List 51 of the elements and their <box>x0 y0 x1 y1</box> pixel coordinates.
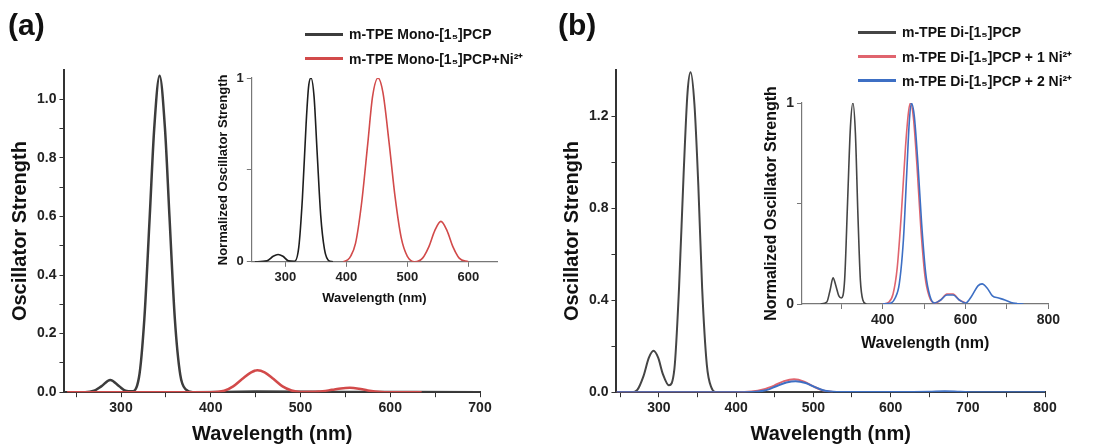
x-tick-label: 300 <box>109 399 133 416</box>
x-tick-label: 600 <box>378 399 403 416</box>
y-tick-label: 0.6 <box>36 207 57 224</box>
legend-label: m-TPE Di-[1₅]PCP + 2 Ni²⁺ <box>902 71 1073 90</box>
y-tick-label: 1.2 <box>588 106 609 123</box>
legend-label: m-TPE Di-[1₅]PCP <box>902 24 1022 40</box>
x-axis-title: Wavelength (nm) <box>750 421 911 444</box>
x-tick-label: 700 <box>956 399 980 416</box>
x-axis-title: Wavelength (nm) <box>192 421 353 444</box>
x-tick-label: 400 <box>335 269 358 285</box>
y-tick-label: 0.8 <box>588 198 609 215</box>
x-tick-label: 600 <box>953 311 978 328</box>
y-tick-label: 1.0 <box>36 90 57 107</box>
x-tick-label: 500 <box>288 399 313 416</box>
y-axis-title: Normalized Oscillator Strength <box>215 74 231 266</box>
x-tick-label: 600 <box>878 399 903 416</box>
x-axis-title: Wavelength (nm) <box>322 289 427 305</box>
x-tick-label: 600 <box>457 269 480 285</box>
x-axis-title: Wavelength (nm) <box>861 333 990 351</box>
y-tick-label: 0 <box>236 253 244 269</box>
line-series <box>881 103 1025 304</box>
y-axis-title: Oscillator Strength <box>559 141 582 322</box>
x-tick-label: 300 <box>274 269 297 285</box>
y-tick-label: 1 <box>236 69 244 85</box>
x-tick-label: 400 <box>871 311 895 328</box>
x-tick-label: 700 <box>468 399 492 416</box>
line-series <box>819 103 867 304</box>
chart-title: (a) <box>8 8 45 42</box>
y-axis-title: Oscillator Strength <box>7 141 30 322</box>
y-tick-label: 0.2 <box>36 324 57 341</box>
x-tick-label: 500 <box>801 399 826 416</box>
line-series <box>65 368 423 393</box>
x-tick-label: 800 <box>1036 311 1061 328</box>
x-tick-label: 300 <box>647 399 671 416</box>
line-series <box>342 78 470 262</box>
legend-label: m-TPE Di-[1₅]PCP + 1 Ni²⁺ <box>902 47 1073 66</box>
y-tick-label: 0.0 <box>36 383 57 400</box>
y-tick-label: 0.0 <box>588 383 609 400</box>
x-tick-label: 500 <box>396 269 419 285</box>
y-tick-label: 0.4 <box>36 265 57 282</box>
legend-label: m-TPE Mono-[1₅]PCP+Ni²⁺ <box>349 49 524 68</box>
x-tick-label: 400 <box>724 399 749 416</box>
y-tick-label: 0.4 <box>588 291 609 307</box>
x-tick-label: 800 <box>1033 399 1057 416</box>
y-axis-title: Normalized Oscillator Strength <box>762 86 780 321</box>
y-tick-label: 1 <box>786 93 795 110</box>
legend-label: m-TPE Mono-[1₅]PCP <box>349 26 492 42</box>
chart-title: (b) <box>558 8 597 42</box>
y-tick-label: 0 <box>786 294 795 311</box>
x-tick-label: 400 <box>199 399 223 416</box>
y-tick-label: 0.8 <box>36 148 57 165</box>
